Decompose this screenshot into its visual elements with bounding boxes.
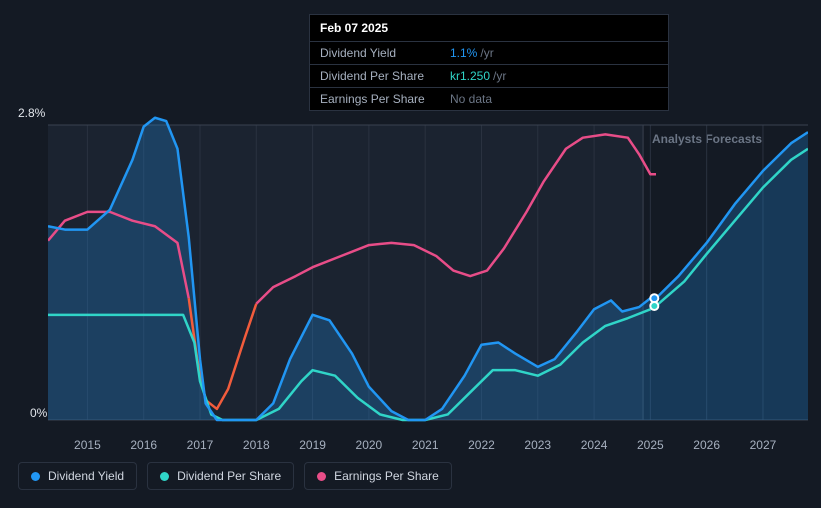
legend-item-earnings-per-share[interactable]: Earnings Per Share (304, 462, 452, 490)
x-axis-tick-label: 2015 (67, 438, 107, 452)
x-axis-tick-label: 2022 (461, 438, 501, 452)
y-axis-min-label: 0% (30, 406, 47, 420)
x-axis-tick-label: 2019 (293, 438, 333, 452)
chart-legend: Dividend Yield Dividend Per Share Earnin… (18, 462, 452, 490)
x-axis-tick-label: 2025 (630, 438, 670, 452)
x-axis-tick-label: 2026 (687, 438, 727, 452)
x-axis-tick-label: 2018 (236, 438, 276, 452)
legend-dot-icon (160, 472, 169, 481)
legend-label: Dividend Yield (48, 469, 124, 483)
legend-item-dividend-per-share[interactable]: Dividend Per Share (147, 462, 294, 490)
x-axis-tick-label: 2024 (574, 438, 614, 452)
legend-dot-icon (317, 472, 326, 481)
tooltip-row-label: Dividend Per Share (320, 69, 450, 83)
tooltip-row-unit: /yr (493, 69, 506, 83)
x-axis-tick-label: 2027 (743, 438, 783, 452)
tooltip-row-value: 1.1% (450, 46, 477, 60)
x-axis-tick-label: 2016 (124, 438, 164, 452)
tooltip-row-value: kr1.250 (450, 69, 490, 83)
tooltip-row: Dividend Yield 1.1% /yr (310, 42, 668, 65)
tooltip-row-label: Earnings Per Share (320, 92, 450, 106)
chart-tooltip: Feb 07 2025 Dividend Yield 1.1% /yr Divi… (309, 14, 669, 111)
tooltip-row-unit: /yr (480, 46, 493, 60)
x-axis-tick-label: 2021 (405, 438, 445, 452)
tooltip-row: Earnings Per Share No data (310, 88, 668, 110)
x-axis-tick-label: 2023 (518, 438, 558, 452)
legend-dot-icon (31, 472, 40, 481)
x-axis-tick-label: 2017 (180, 438, 220, 452)
legend-label: Dividend Per Share (177, 469, 281, 483)
y-axis-max-label: 2.8% (18, 106, 45, 120)
tooltip-row-label: Dividend Yield (320, 46, 450, 60)
legend-item-dividend-yield[interactable]: Dividend Yield (18, 462, 137, 490)
tooltip-row-value: No data (450, 92, 492, 106)
legend-label: Earnings Per Share (334, 469, 439, 483)
x-axis-tick-label: 2020 (349, 438, 389, 452)
tooltip-row: Dividend Per Share kr1.250 /yr (310, 65, 668, 88)
chart-plot-area[interactable] (48, 110, 808, 430)
tooltip-date: Feb 07 2025 (310, 15, 668, 42)
